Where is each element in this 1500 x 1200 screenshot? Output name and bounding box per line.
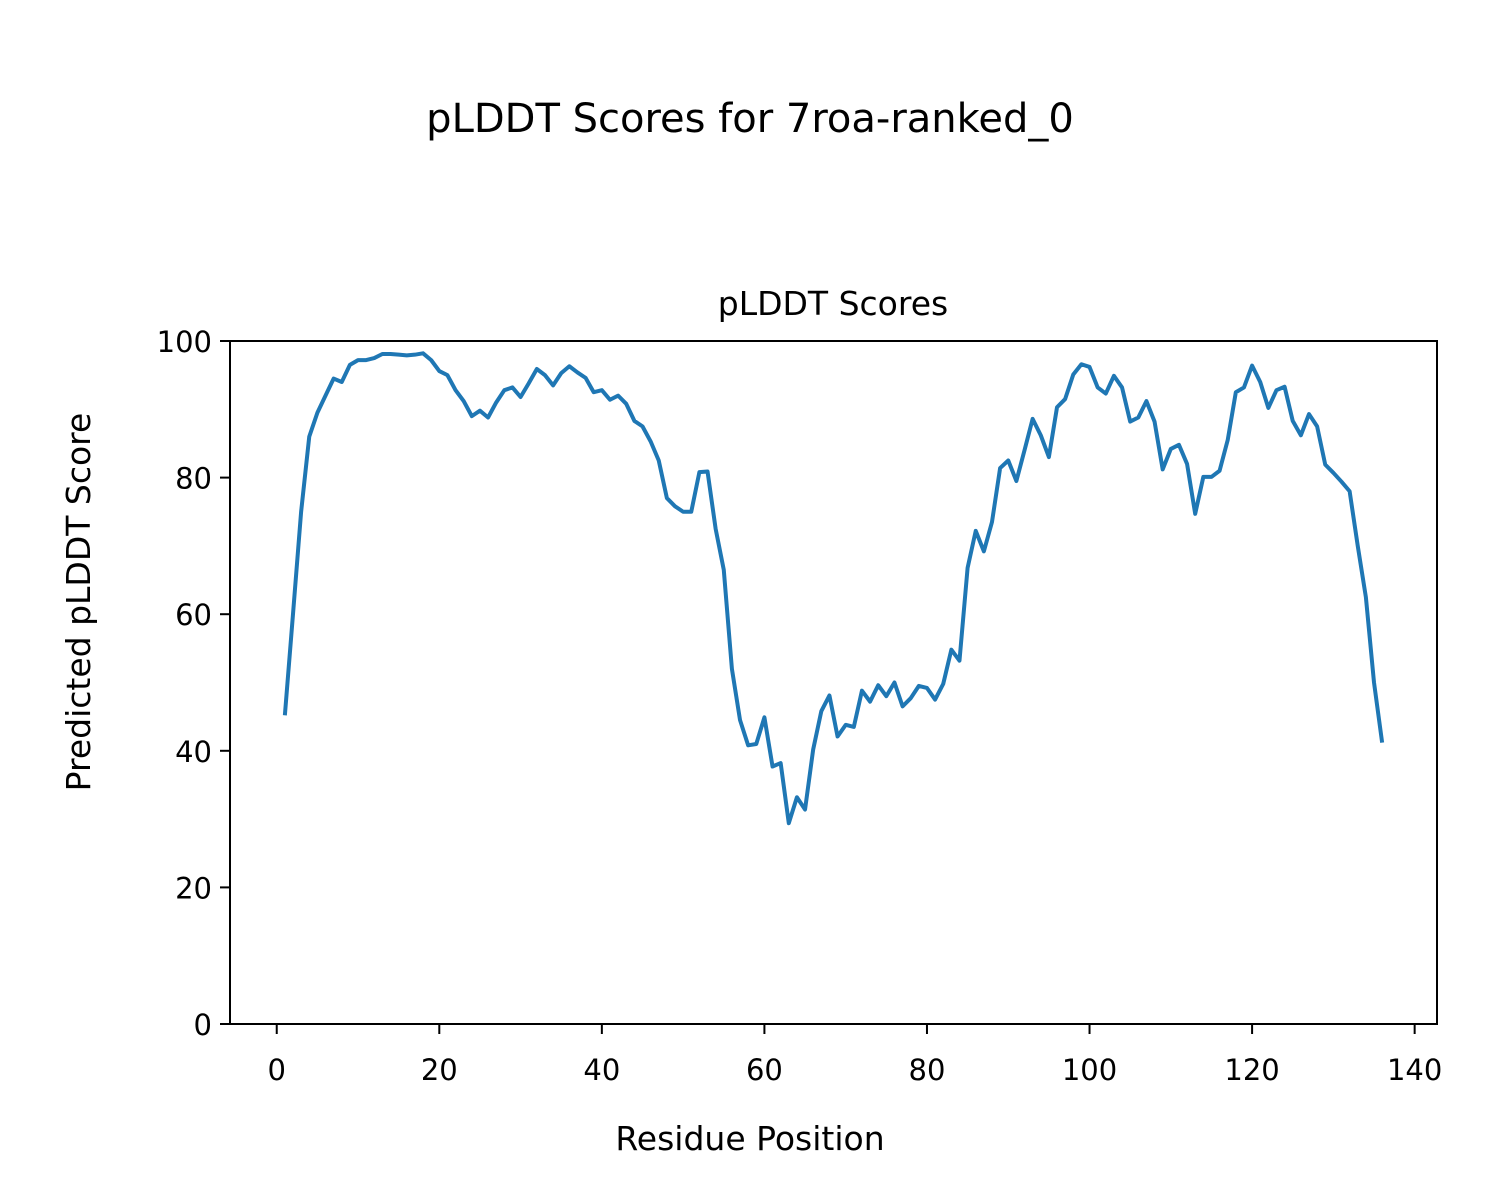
x-tick-label: 20 — [421, 1053, 458, 1087]
x-tick-label: 140 — [1387, 1053, 1442, 1087]
y-tick-label: 0 — [194, 1008, 212, 1042]
y-tick-label: 20 — [175, 871, 212, 905]
y-tick-label: 100 — [157, 325, 212, 359]
suptitle: pLDDT Scores for 7roa-ranked_0 — [426, 96, 1074, 142]
x-tick-label: 80 — [909, 1053, 946, 1087]
x-tick-label: 40 — [583, 1053, 620, 1087]
y-tick-label: 40 — [175, 735, 212, 769]
x-tick-label: 60 — [746, 1053, 783, 1087]
x-tick-label: 120 — [1224, 1053, 1279, 1087]
y-tick-label: 60 — [175, 598, 212, 632]
x-tick-label: 100 — [1062, 1053, 1117, 1087]
plot-frame — [229, 340, 1438, 1025]
y-axis-label: Predicted pLDDT Score — [59, 413, 98, 792]
chart-title: pLDDT Scores — [718, 284, 948, 323]
x-axis-label: Residue Position — [615, 1119, 884, 1158]
line-series — [282, 351, 1385, 826]
y-tick-label: 80 — [175, 462, 212, 496]
x-tick-label: 0 — [268, 1053, 286, 1087]
